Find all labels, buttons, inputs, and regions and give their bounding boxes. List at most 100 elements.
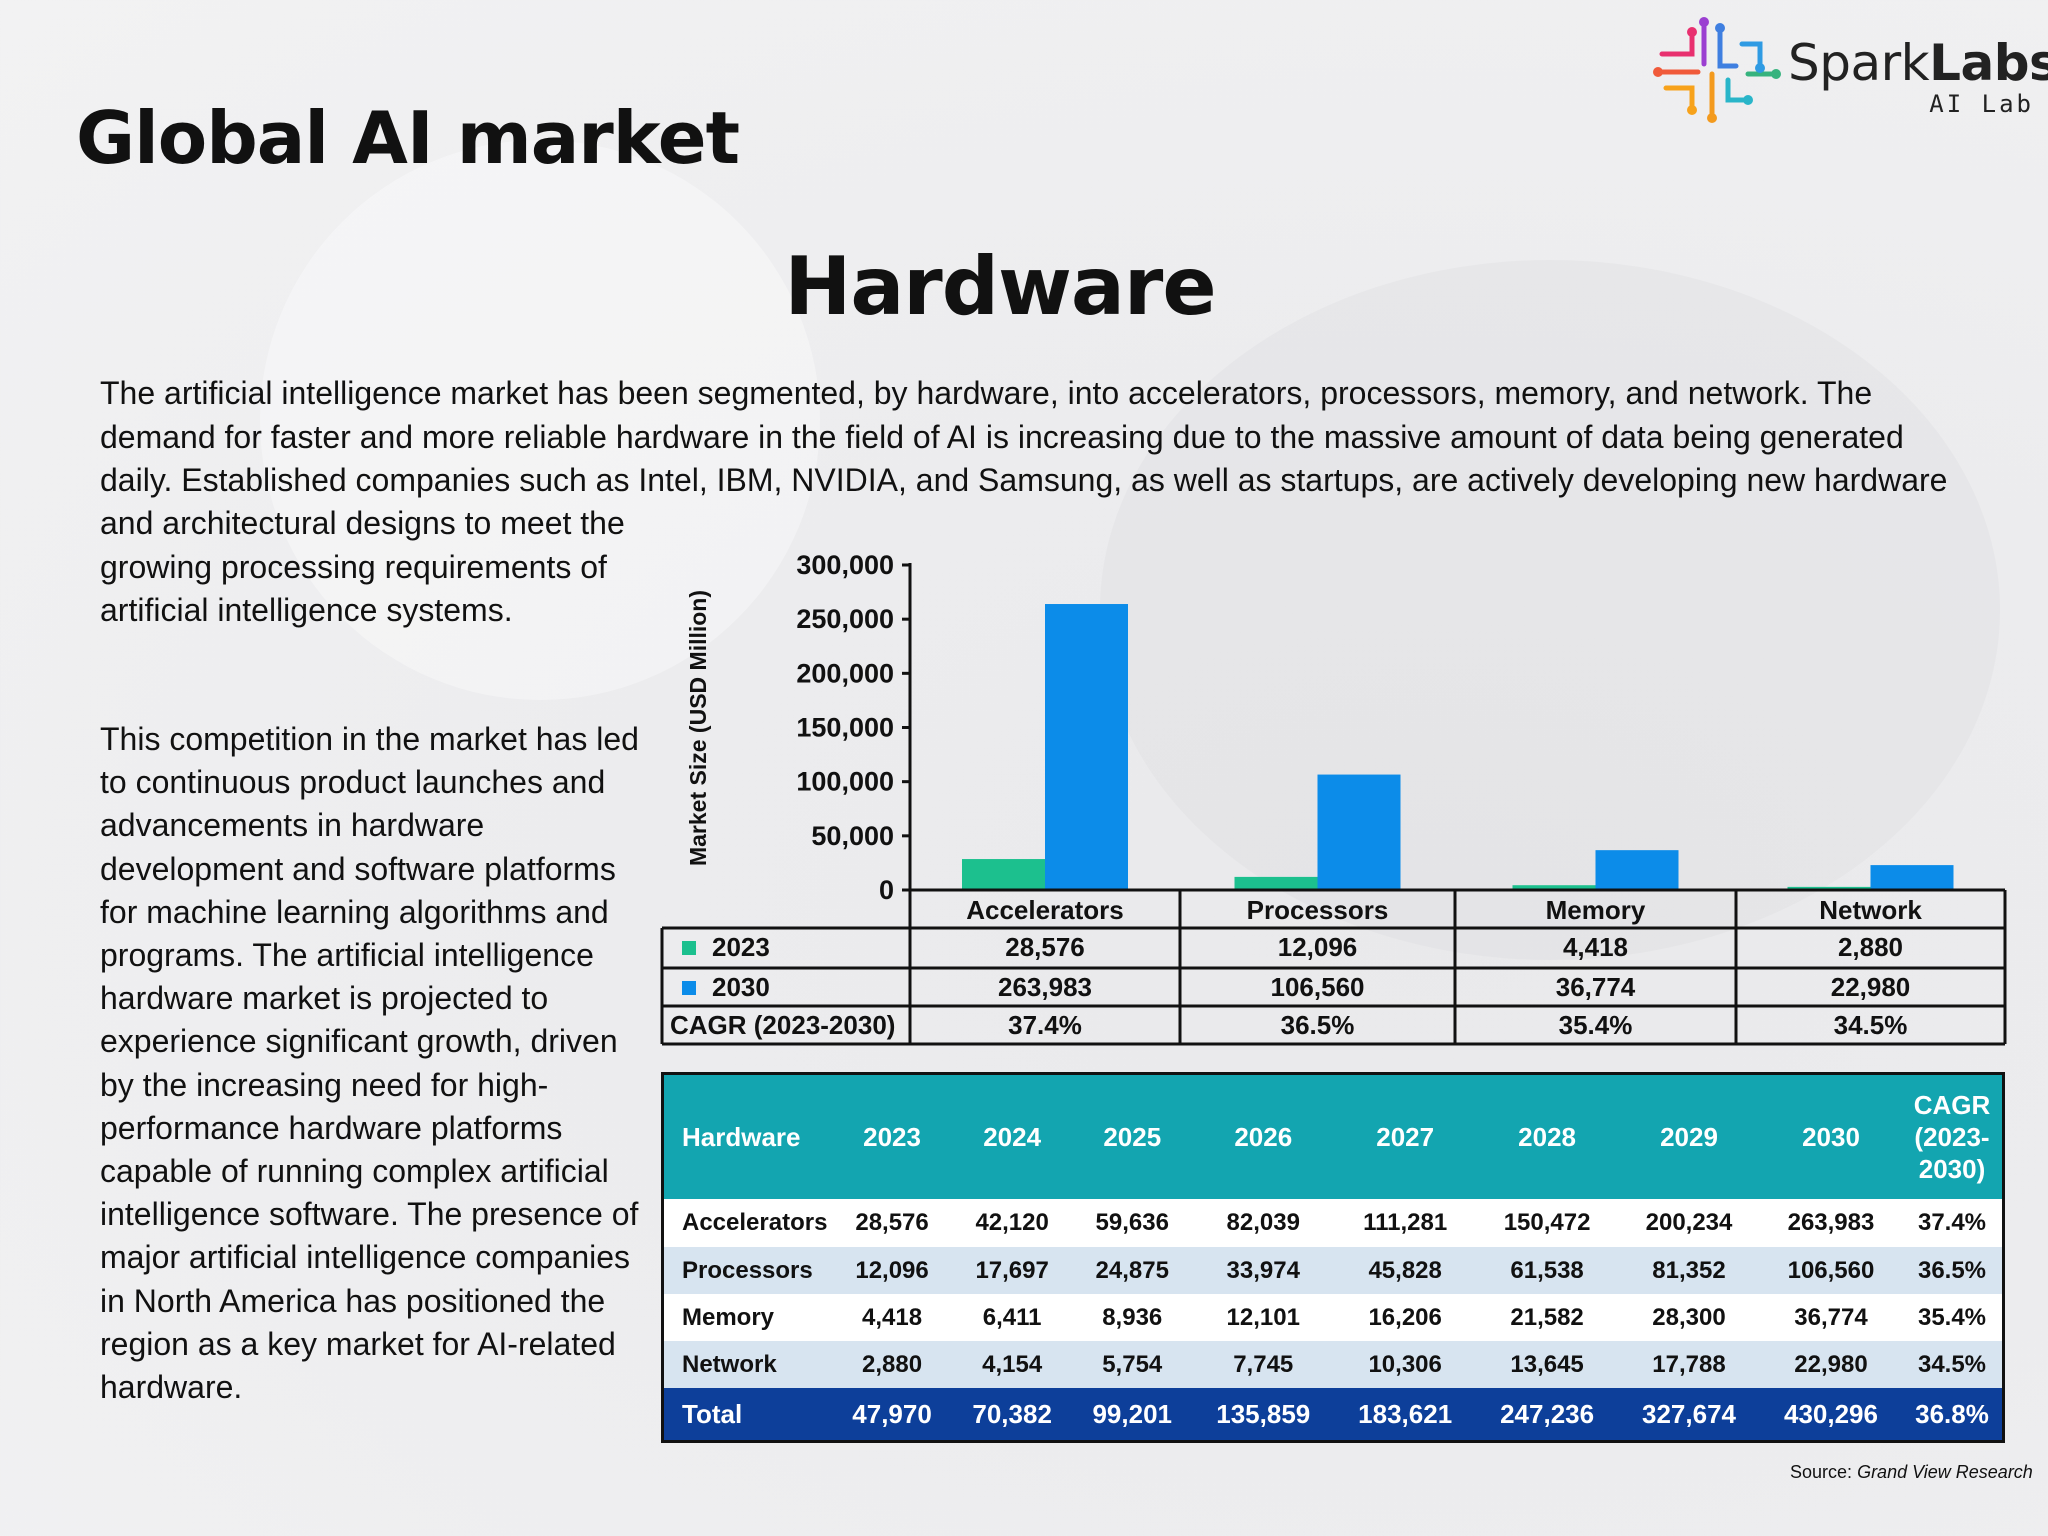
table-cell: 17,697 <box>952 1247 1073 1294</box>
y-tick-label: 150,000 <box>796 713 894 743</box>
table-cell: 6,411 <box>952 1294 1073 1341</box>
table-cell: 5,754 <box>1072 1341 1193 1388</box>
table-total-row: Total 47,970 70,382 99,201 135,859 183,6… <box>662 1388 2004 1442</box>
table-cell: 150,472 <box>1476 1199 1619 1247</box>
table-cell: 4,418 <box>832 1294 953 1341</box>
category-label: Accelerators <box>966 895 1124 925</box>
y-tick-label: 250,000 <box>796 604 894 634</box>
table-cell: 28,576 <box>832 1199 953 1247</box>
body-paragraph: This competition in the market has led t… <box>100 721 639 1406</box>
cagr-value: 34.5% <box>1834 1010 1908 1040</box>
table-row: Memory 4,418 6,411 8,936 12,101 16,206 2… <box>662 1294 2004 1341</box>
table-cell: 327,674 <box>1618 1388 1760 1442</box>
table-cell: 22,980 <box>1759 1341 1902 1388</box>
table-header-year: 2027 <box>1334 1073 1477 1199</box>
legend-label: 2023 <box>712 932 770 962</box>
bar-2023-accelerators <box>962 859 1045 890</box>
table-cell-cagr: 35.4% <box>1902 1294 2004 1341</box>
legend-label: 2030 <box>712 972 770 1002</box>
background-decoration <box>1100 260 2000 960</box>
table-header-year: 2025 <box>1072 1073 1193 1199</box>
source-note: Source: Grand View Research <box>1790 1462 2033 1482</box>
table-cell: 61,538 <box>1476 1247 1619 1294</box>
table-header-year: 2026 <box>1192 1073 1335 1199</box>
y-tick-label: 200,000 <box>796 658 894 688</box>
table-cell: 111,281 <box>1334 1199 1477 1247</box>
bar-2030-accelerators <box>1045 604 1128 890</box>
y-tick-label: 50,000 <box>811 821 894 851</box>
table-cell: 45,828 <box>1334 1247 1477 1294</box>
table-cell-cagr: 34.5% <box>1902 1341 2004 1388</box>
bar-2030-processors <box>1317 774 1401 890</box>
cagr-value: 36.5% <box>1281 1010 1355 1040</box>
table-header-year: 2029 <box>1618 1073 1760 1199</box>
table-cell: 2,880 <box>832 1341 953 1388</box>
table-cell: 28,300 <box>1618 1294 1760 1341</box>
data-label: 263,983 <box>998 972 1092 1002</box>
y-tick-label: 0 <box>879 875 894 905</box>
table-cell: 12,096 <box>832 1247 953 1294</box>
table-header-hardware: Hardware <box>662 1073 832 1199</box>
table-cell: 8,936 <box>1072 1294 1193 1341</box>
table-cell: 17,788 <box>1618 1341 1760 1388</box>
table-cell: 24,875 <box>1072 1247 1193 1294</box>
table-cell: 106,560 <box>1759 1247 1902 1294</box>
table-cell: 42,120 <box>952 1199 1073 1247</box>
table-cell-cagr: 37.4% <box>1902 1199 2004 1247</box>
hardware-bar-chart: Market Size (USD Million) 0 50,000 100,000 1… <box>660 550 2007 1046</box>
cagr-value: 37.4% <box>1008 1010 1082 1040</box>
table-cell: 70,382 <box>952 1388 1073 1442</box>
table-row: Network 2,880 4,154 5,754 7,745 10,306 1… <box>662 1341 2004 1388</box>
table-header-year: 2030 <box>1759 1073 1902 1199</box>
bar-2023-network <box>1787 886 1871 890</box>
table-header-year: 2024 <box>952 1073 1073 1199</box>
table-cell: 21,582 <box>1476 1294 1619 1341</box>
logo-wordmark: SparkLabs <box>1788 34 2048 92</box>
table-header-cagr: CAGR (2023- 2030) <box>1902 1073 2004 1199</box>
y-axis-title: Market Size (USD Million) <box>685 590 711 866</box>
table-cell: 10,306 <box>1334 1341 1477 1388</box>
row-label: Accelerators <box>662 1199 832 1247</box>
table-cell: 12,101 <box>1192 1294 1335 1341</box>
row-label: Total <box>662 1388 832 1442</box>
table-cell-cagr: 36.8% <box>1902 1388 2004 1442</box>
row-label: Memory <box>662 1294 832 1341</box>
page-title: Global AI market <box>76 96 740 180</box>
data-label: 36,774 <box>1556 972 1636 1002</box>
intro-paragraph: The artificial intelligence market has b… <box>100 375 1948 498</box>
table-row: Accelerators 28,576 42,120 59,636 82,039… <box>662 1199 2004 1247</box>
category-label: Processors <box>1247 895 1389 925</box>
table-header-row: Hardware 2023 2024 2025 2026 2027 2028 2… <box>662 1073 2004 1199</box>
sparklabs-logo: SparkLabs AI Lab <box>1652 14 2048 130</box>
intro-paragraph-continued: and architectural designs to meet the gr… <box>100 505 625 628</box>
table-cell-cagr: 36.5% <box>1902 1247 2004 1294</box>
table-cell: 183,621 <box>1334 1388 1477 1442</box>
background-decoration <box>260 140 820 700</box>
table-cell: 16,206 <box>1334 1294 1477 1341</box>
table-cell: 4,154 <box>952 1341 1073 1388</box>
category-label: Network <box>1819 895 1922 925</box>
row-label: Network <box>662 1341 832 1388</box>
table-cell: 47,970 <box>832 1388 953 1442</box>
table-row: Processors 12,096 17,697 24,875 33,974 4… <box>662 1247 2004 1294</box>
table-cell: 7,745 <box>1192 1341 1335 1388</box>
section-title: Hardware <box>784 240 1216 333</box>
table-cell: 81,352 <box>1618 1247 1760 1294</box>
logo-subtitle: AI Lab <box>1929 90 2034 118</box>
table-cell: 33,974 <box>1192 1247 1335 1294</box>
data-label: 2,880 <box>1838 932 1903 962</box>
table-cell: 36,774 <box>1759 1294 1902 1341</box>
bar-2023-processors <box>1234 876 1318 890</box>
table-cell: 59,636 <box>1072 1199 1193 1247</box>
table-cell: 263,983 <box>1759 1199 1902 1247</box>
bar-2030-memory <box>1595 850 1679 890</box>
table-cell: 135,859 <box>1192 1388 1335 1442</box>
table-cell: 82,039 <box>1192 1199 1335 1247</box>
row-label: Processors <box>662 1247 832 1294</box>
y-tick-label: 300,000 <box>796 550 894 580</box>
table-cell: 247,236 <box>1476 1388 1619 1442</box>
table-header-year: 2028 <box>1476 1073 1619 1199</box>
table-cell: 430,296 <box>1759 1388 1902 1442</box>
hardware-data-table: Hardware 2023 2024 2025 2026 2027 2028 2… <box>661 1072 2005 1443</box>
circuit-icon <box>1653 17 1781 123</box>
